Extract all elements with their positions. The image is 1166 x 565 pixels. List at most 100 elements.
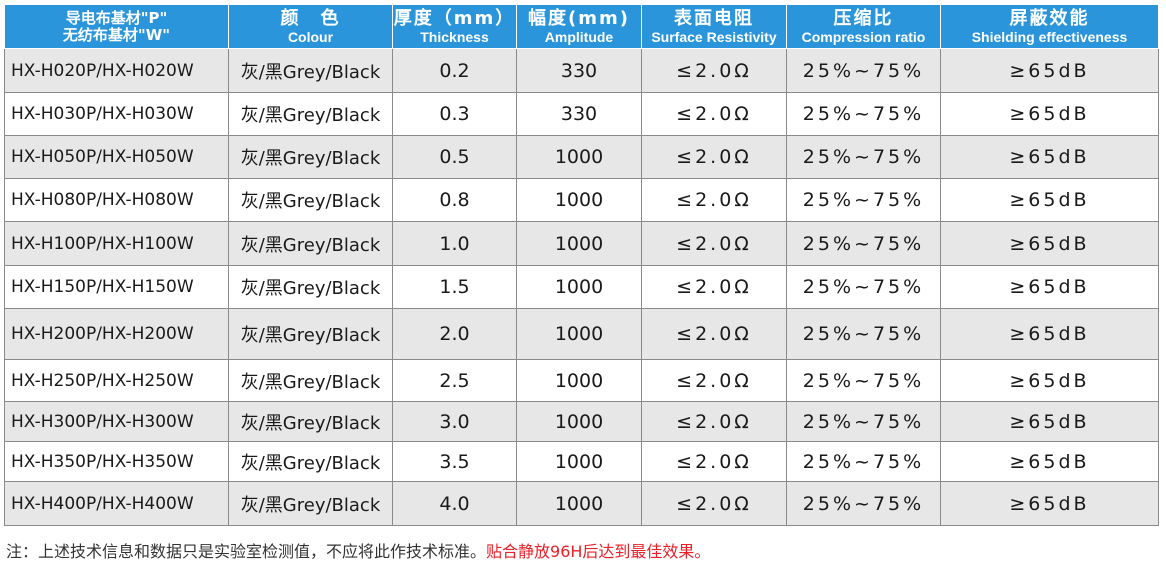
cell-resistivity: ≤2.0Ω <box>641 92 787 136</box>
footnote: 注：上述技术信息和数据只是实验室检测值，不应将此作技术标准。贴合静放96H后达到… <box>6 538 710 562</box>
cell-amplitude: 1000 <box>516 135 642 179</box>
cell-colour: 灰/黑Grey/Black <box>228 48 393 93</box>
cell-model: HX-H250P/HX-H250W <box>4 359 229 402</box>
cell-colour: 灰/黑Grey/Black <box>228 178 393 222</box>
cell-compression: 25%~75% <box>786 178 941 222</box>
cell-shielding: ≥65dB <box>940 221 1159 266</box>
header-thickness-zh: 厚度（mm） <box>393 7 516 29</box>
cell-amplitude: 1000 <box>516 441 642 482</box>
table-row: HX-H200P/HX-H200W 灰/黑Grey/Black 2.0 1000… <box>4 308 1159 360</box>
cell-resistivity: ≤2.0Ω <box>641 441 787 482</box>
cell-compression: 25%~75% <box>786 221 941 266</box>
cell-colour: 灰/黑Grey/Black <box>228 265 393 309</box>
table-row: HX-H300P/HX-H300W 灰/黑Grey/Black 3.0 1000… <box>4 401 1159 442</box>
cell-compression: 25%~75% <box>786 48 941 93</box>
cell-thickness: 0.3 <box>392 92 517 136</box>
cell-amplitude: 1000 <box>516 359 642 402</box>
cell-shielding: ≥65dB <box>940 92 1159 136</box>
cell-colour: 灰/黑Grey/Black <box>228 401 393 442</box>
table-row: HX-H400P/HX-H400W 灰/黑Grey/Black 4.0 1000… <box>4 481 1159 526</box>
cell-model: HX-H400P/HX-H400W <box>4 481 229 526</box>
cell-thickness: 1.5 <box>392 265 517 309</box>
cell-amplitude: 1000 <box>516 265 642 309</box>
header-shielding: 屏蔽效能 Shielding effectiveness <box>940 4 1159 49</box>
cell-compression: 25%~75% <box>786 92 941 136</box>
cell-resistivity: ≤2.0Ω <box>641 481 787 526</box>
header-amplitude: 幅度(mm) Amplitude <box>516 4 642 49</box>
cell-amplitude: 1000 <box>516 221 642 266</box>
cell-resistivity: ≤2.0Ω <box>641 135 787 179</box>
cell-thickness: 3.5 <box>392 441 517 482</box>
cell-amplitude: 1000 <box>516 401 642 442</box>
cell-model: HX-H100P/HX-H100W <box>4 221 229 266</box>
cell-model: HX-H200P/HX-H200W <box>4 308 229 360</box>
header-colour-en: Colour <box>287 28 334 45</box>
cell-thickness: 0.8 <box>392 178 517 222</box>
cell-resistivity: ≤2.0Ω <box>641 48 787 93</box>
spec-table: 导电布基材"P" 无纺布基材"W" 颜 色 Colour 厚度（mm） Thic… <box>4 4 1159 526</box>
cell-colour: 灰/黑Grey/Black <box>228 441 393 482</box>
header-model-line2: 无纺布基材"W" <box>62 25 171 44</box>
cell-thickness: 2.0 <box>392 308 517 360</box>
header-model-line1: 导电布基材"P" <box>65 8 168 27</box>
cell-amplitude: 330 <box>516 92 642 136</box>
header-thickness-en: Thickness <box>420 28 489 45</box>
cell-shielding: ≥65dB <box>940 441 1159 482</box>
table-row: HX-H080P/HX-H080W 灰/黑Grey/Black 0.8 1000… <box>4 178 1159 222</box>
cell-amplitude: 1000 <box>516 178 642 222</box>
cell-resistivity: ≤2.0Ω <box>641 401 787 442</box>
cell-amplitude: 1000 <box>516 308 642 360</box>
header-colour: 颜 色 Colour <box>228 4 393 49</box>
cell-thickness: 1.0 <box>392 221 517 266</box>
cell-shielding: ≥65dB <box>940 359 1159 402</box>
cell-model: HX-H050P/HX-H050W <box>4 135 229 179</box>
cell-colour: 灰/黑Grey/Black <box>228 359 393 402</box>
cell-model: HX-H350P/HX-H350W <box>4 441 229 482</box>
header-resistivity-en: Surface Resistivity <box>651 28 777 45</box>
header-shielding-en: Shielding effectiveness <box>971 28 1128 45</box>
header-row: 导电布基材"P" 无纺布基材"W" 颜 色 Colour 厚度（mm） Thic… <box>4 4 1159 49</box>
cell-shielding: ≥65dB <box>940 481 1159 526</box>
cell-colour: 灰/黑Grey/Black <box>228 308 393 360</box>
cell-resistivity: ≤2.0Ω <box>641 359 787 402</box>
cell-shielding: ≥65dB <box>940 135 1159 179</box>
cell-shielding: ≥65dB <box>940 48 1159 93</box>
cell-compression: 25%~75% <box>786 401 941 442</box>
header-amplitude-zh: 幅度(mm) <box>528 7 630 29</box>
cell-thickness: 0.5 <box>392 135 517 179</box>
cell-resistivity: ≤2.0Ω <box>641 178 787 222</box>
header-colour-zh: 颜 色 <box>280 7 341 29</box>
table-row: HX-H020P/HX-H020W 灰/黑Grey/Black 0.2 330 … <box>4 48 1159 93</box>
header-resistivity: 表面电阻 Surface Resistivity <box>641 4 787 49</box>
cell-model: HX-H080P/HX-H080W <box>4 178 229 222</box>
cell-amplitude: 330 <box>516 48 642 93</box>
cell-model: HX-H300P/HX-H300W <box>4 401 229 442</box>
cell-compression: 25%~75% <box>786 481 941 526</box>
cell-shielding: ≥65dB <box>940 265 1159 309</box>
cell-colour: 灰/黑Grey/Black <box>228 135 393 179</box>
cell-compression: 25%~75% <box>786 135 941 179</box>
cell-colour: 灰/黑Grey/Black <box>228 92 393 136</box>
table-row: HX-H030P/HX-H030W 灰/黑Grey/Black 0.3 330 … <box>4 92 1159 136</box>
footnote-highlight: 贴合静放96H后达到最佳效果。 <box>486 542 711 561</box>
cell-shielding: ≥65dB <box>940 308 1159 360</box>
cell-thickness: 0.2 <box>392 48 517 93</box>
cell-compression: 25%~75% <box>786 441 941 482</box>
cell-colour: 灰/黑Grey/Black <box>228 221 393 266</box>
header-compression: 压缩比 Compression ratio <box>786 4 941 49</box>
cell-amplitude: 1000 <box>516 481 642 526</box>
cell-model: HX-H020P/HX-H020W <box>4 48 229 93</box>
cell-resistivity: ≤2.0Ω <box>641 308 787 360</box>
table-row: HX-H150P/HX-H150W 灰/黑Grey/Black 1.5 1000… <box>4 265 1159 309</box>
cell-compression: 25%~75% <box>786 308 941 360</box>
cell-compression: 25%~75% <box>786 265 941 309</box>
cell-resistivity: ≤2.0Ω <box>641 265 787 309</box>
cell-resistivity: ≤2.0Ω <box>641 221 787 266</box>
cell-thickness: 4.0 <box>392 481 517 526</box>
header-thickness: 厚度（mm） Thickness <box>392 4 517 49</box>
footnote-text: 注：上述技术信息和数据只是实验室检测值，不应将此作技术标准。 <box>6 542 487 561</box>
cell-shielding: ≥65dB <box>940 178 1159 222</box>
cell-thickness: 3.0 <box>392 401 517 442</box>
cell-thickness: 2.5 <box>392 359 517 402</box>
cell-model: HX-H150P/HX-H150W <box>4 265 229 309</box>
